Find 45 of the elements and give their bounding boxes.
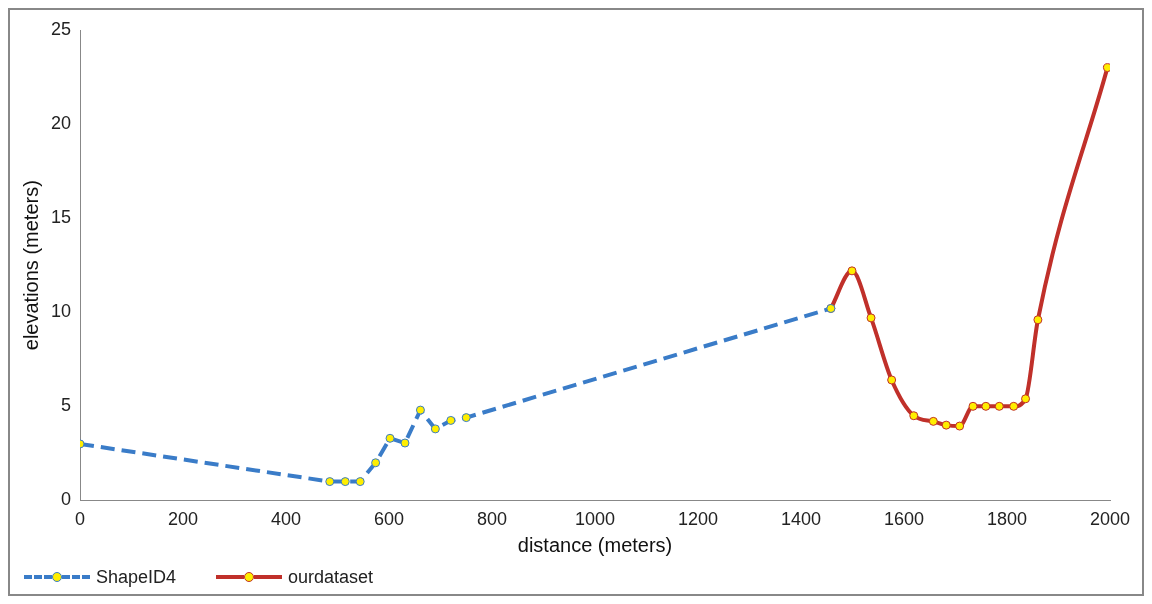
point	[355, 477, 365, 487]
y-tick-label: 0	[61, 489, 72, 510]
x-tick-label: 600	[373, 509, 405, 530]
legend-label: ourdataset	[288, 566, 374, 588]
legend-label: ShapeID4	[96, 566, 177, 588]
point	[909, 411, 919, 421]
x-tick-label: 1400	[780, 509, 822, 530]
point	[1102, 63, 1110, 73]
point	[1009, 401, 1019, 411]
x-tick-label: 800	[476, 509, 508, 530]
point	[325, 477, 335, 487]
x-axis-title: distance (meters)	[517, 533, 673, 556]
x-tick-label: 2000	[1089, 509, 1131, 530]
point	[1033, 315, 1043, 325]
point	[994, 401, 1004, 411]
x-tick-label: 200	[168, 509, 199, 530]
x-tick-label: 1000	[574, 509, 616, 530]
point	[941, 420, 951, 430]
point	[385, 433, 395, 443]
point	[847, 266, 857, 276]
point	[371, 458, 381, 468]
point	[955, 421, 965, 431]
point	[461, 413, 471, 423]
point	[400, 438, 410, 448]
point	[446, 415, 456, 425]
x-tick-label: 400	[270, 509, 302, 530]
point	[430, 424, 440, 434]
x-tick-label: 1200	[677, 509, 719, 530]
y-tick-label: 20	[50, 113, 72, 134]
point	[928, 416, 938, 426]
x-tick-label: 1800	[986, 509, 1028, 530]
y-tick-label: 5	[61, 395, 72, 416]
point	[968, 401, 978, 411]
y-tick-label: 10	[50, 301, 72, 322]
point	[866, 313, 876, 323]
y-axis-title: elevations (meters)	[19, 180, 42, 351]
point	[415, 405, 425, 415]
y-tick-label: 25	[50, 18, 72, 39]
y-tick-label: 15	[50, 207, 72, 228]
x-tick-label: 0	[75, 509, 86, 530]
point	[1021, 394, 1031, 404]
x-tick-label: 1600	[883, 509, 925, 530]
point	[981, 401, 991, 411]
point	[340, 477, 350, 487]
point	[887, 375, 897, 385]
